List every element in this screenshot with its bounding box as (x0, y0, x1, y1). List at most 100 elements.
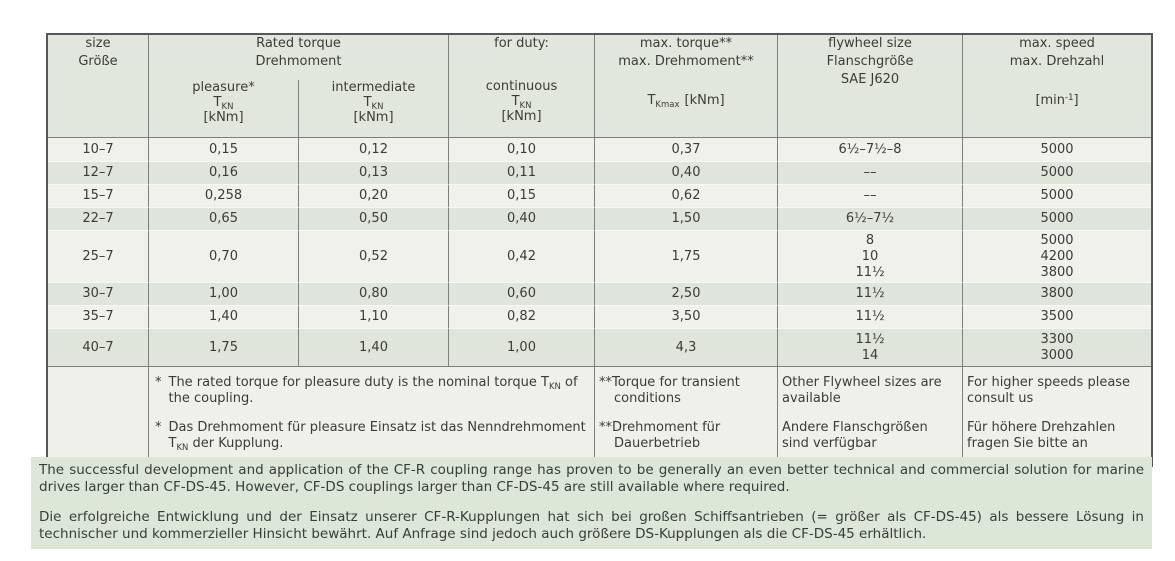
cell-max-torque: 1,50 (595, 207, 779, 230)
header-pleasure-unit: [kNm] (203, 110, 244, 125)
cell-pleasure: 0,15 (149, 138, 299, 161)
header-speed-unit: [min-1] (1035, 93, 1079, 108)
cell-continuous: 1,00 (449, 328, 596, 366)
cell-size: 35–7 (48, 305, 149, 328)
cell-pleasure: 1,00 (149, 282, 299, 305)
footnote-rated-de: * Das Drehmoment für pleasure Einsatz is… (155, 420, 588, 452)
cell-size: 15–7 (48, 184, 149, 207)
footnote-empty-cell (48, 366, 149, 465)
cell-size: 12–7 (48, 161, 149, 184)
footnote-rated-en-text: The rated torque for pleasure duty is th… (168, 375, 578, 406)
cell-speed: 3300 3000 (963, 328, 1152, 366)
header-pleasure-label: pleasure* (192, 80, 255, 95)
header-row-top: size Größe Rated torque Drehmoment for d… (48, 35, 1152, 138)
header-size-en: size (85, 36, 111, 51)
table-row: 40–7 1,75 1,40 1,00 4,3 11½ 14 3300 3000 (48, 328, 1152, 366)
cell-continuous: 0,42 (449, 230, 596, 282)
header-size: size Größe (48, 35, 149, 138)
cell-continuous: 0,82 (449, 305, 596, 328)
cell-flywheel: 8 10 11½ (778, 230, 964, 282)
header-max-torque-de: max. Drehmoment** (618, 54, 754, 69)
cell-continuous: 0,40 (449, 207, 596, 230)
cell-continuous: 0,15 (449, 184, 596, 207)
header-pleasure: pleasure* TKN [kNm] (149, 80, 299, 138)
table-row: 15–7 0,258 0,20 0,15 0,62 –– 5000 (48, 184, 1152, 207)
footnotes-row: * The rated torque for pleasure duty is … (48, 366, 1152, 465)
header-intermediate-unit: [kNm] (353, 110, 394, 125)
cell-speed: 3800 (963, 282, 1152, 305)
cell-max-torque: 4,3 (595, 328, 779, 366)
cell-max-torque: 0,62 (595, 184, 779, 207)
header-duty: for duty: continuous TKN [kNm] (449, 35, 596, 138)
cell-continuous: 0,60 (449, 282, 596, 305)
header-flywheel-en: flywheel size (828, 36, 912, 51)
table-row: 25–7 0,70 0,52 0,42 1,75 8 10 11½ 5000 4… (48, 230, 1152, 282)
footnote-max-torque-cell: **Torque for transient conditions **Dreh… (595, 366, 779, 465)
cell-pleasure: 1,75 (149, 328, 299, 366)
cell-size: 40–7 (48, 328, 149, 366)
header-rated-torque-en: Rated torque (256, 36, 341, 51)
cell-size: 30–7 (48, 282, 149, 305)
footnote-rated-de-text: Das Drehmoment für pleasure Einsatz ist … (168, 420, 586, 453)
cell-flywheel: –– (778, 184, 964, 207)
footnote-speed-cell: For higher speeds please consult us Für … (963, 366, 1152, 465)
table-row: 22–7 0,65 0,50 0,40 1,50 6½–7½ 5000 (48, 207, 1152, 230)
header-intermediate-symbol: TKN (363, 95, 384, 112)
cell-max-torque: 2,50 (595, 282, 779, 305)
header-flywheel-de: Flanschgröße (826, 54, 914, 69)
cell-flywheel: 11½ 14 (778, 328, 964, 366)
footnote-max-torque-de: **Drehmoment für Dauerbetrieb (599, 420, 721, 451)
cell-continuous: 0,11 (449, 161, 596, 184)
header-row-sub: pleasure* TKN [kNm] intermediate TKN [kN… (48, 80, 1151, 138)
cell-intermediate: 0,52 (299, 230, 450, 282)
cell-intermediate: 0,50 (299, 207, 450, 230)
footnote-rated-cell: * The rated torque for pleasure duty is … (149, 366, 596, 465)
cell-pleasure: 0,65 (149, 207, 299, 230)
cell-size: 25–7 (48, 230, 149, 282)
header-intermediate-label: intermediate (331, 80, 416, 95)
cell-max-torque: 3,50 (595, 305, 779, 328)
cell-max-torque: 0,40 (595, 161, 779, 184)
header-flywheel: flywheel size Flanschgröße SAE J620 (778, 35, 964, 138)
footnote-rated-en: * The rated torque for pleasure duty is … (155, 375, 588, 407)
cell-intermediate: 0,80 (299, 282, 450, 305)
header-duty-symbol: TKN (511, 94, 532, 111)
cell-flywheel: 11½ (778, 282, 964, 305)
header-size-de: Größe (78, 54, 118, 69)
cell-intermediate: 0,13 (299, 161, 450, 184)
cell-pleasure: 0,258 (149, 184, 299, 207)
cell-intermediate: 0,20 (299, 184, 450, 207)
table-row: 12–7 0,16 0,13 0,11 0,40 –– 5000 (48, 161, 1152, 184)
cell-intermediate: 1,10 (299, 305, 450, 328)
table-row: 35–7 1,40 1,10 0,82 3,50 11½ 3500 (48, 305, 1152, 328)
header-intermediate: intermediate TKN [kNm] (299, 80, 450, 138)
table-row: 30–7 1,00 0,80 0,60 2,50 11½ 3800 (48, 282, 1152, 305)
summary-block: The successful development and applicati… (31, 457, 1152, 549)
cell-speed: 3500 (963, 305, 1152, 328)
header-rated-torque-de: Drehmoment (255, 54, 342, 69)
header-pleasure-symbol: TKN (213, 95, 234, 112)
header-max-torque-en: max. torque** (639, 36, 733, 51)
cell-pleasure: 0,16 (149, 161, 299, 184)
asterisk-marker: * (155, 420, 162, 435)
cell-flywheel: 6½–7½–8 (778, 138, 964, 161)
coupling-data-table: size Größe Rated torque Drehmoment for d… (46, 33, 1154, 467)
header-duty-label: continuous (485, 79, 558, 94)
cell-speed: 5000 (963, 184, 1152, 207)
header-rated-torque: Rated torque Drehmoment (149, 35, 450, 80)
cell-max-torque: 1,75 (595, 230, 779, 282)
header-duty-top: for duty: (494, 36, 549, 51)
cell-continuous: 0,10 (449, 138, 596, 161)
footnote-speed-en: For higher speeds please consult us (967, 375, 1131, 406)
asterisk-marker: * (155, 375, 162, 390)
cell-intermediate: 0,12 (299, 138, 450, 161)
header-max-torque-symbol: TKmax [kNm] (647, 93, 725, 110)
header-speed-en: max. speed (1019, 36, 1095, 51)
cell-speed: 5000 4200 3800 (963, 230, 1152, 282)
cell-flywheel: 6½–7½ (778, 207, 964, 230)
cell-size: 10–7 (48, 138, 149, 161)
footnote-speed-de: Für höhere Drehzahlen fragen Sie bitte a… (967, 420, 1116, 451)
header-speed-de: max. Drehzahl (1009, 54, 1105, 69)
footnote-max-torque-en: **Torque for transient conditions (599, 375, 740, 406)
